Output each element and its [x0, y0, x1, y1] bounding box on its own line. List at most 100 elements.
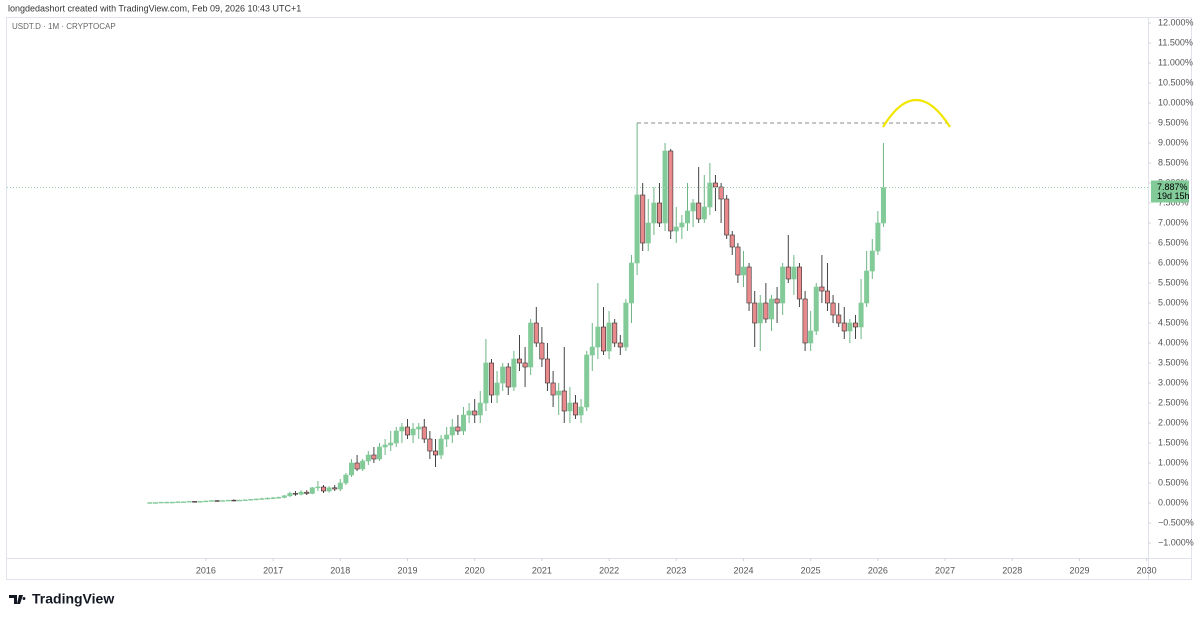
candle-body — [276, 497, 282, 499]
candle-body — [304, 491, 310, 494]
candle-body — [668, 150, 674, 232]
candle — [875, 211, 881, 255]
candle — [460, 407, 466, 435]
candle-body — [225, 499, 231, 502]
candle — [645, 199, 651, 251]
candle — [533, 307, 539, 347]
y-tick-label: 3.000% — [1158, 377, 1189, 387]
x-tick-label: 2027 — [935, 565, 955, 575]
candle — [679, 215, 685, 239]
candle — [416, 423, 422, 439]
candle-body — [690, 202, 696, 212]
candle — [410, 423, 416, 443]
candle — [735, 243, 741, 283]
candle-body — [500, 366, 506, 384]
candle-body — [248, 499, 254, 501]
candle — [169, 501, 175, 504]
candle-body — [270, 497, 276, 499]
candle-body — [511, 358, 517, 388]
candle-body — [768, 298, 774, 320]
candle — [281, 495, 287, 499]
candle — [376, 443, 382, 461]
candle-body — [203, 500, 209, 503]
candle — [791, 255, 797, 295]
candle — [852, 315, 858, 339]
candle-body — [477, 402, 483, 416]
candle-body — [449, 426, 455, 436]
arc-drawing — [882, 99, 951, 128]
x-tick-label: 2020 — [465, 565, 485, 575]
candle-body — [181, 501, 187, 503]
candle — [824, 263, 830, 311]
candle-body — [360, 460, 366, 470]
candle — [181, 501, 187, 503]
candle-body — [528, 322, 534, 368]
candle-body — [696, 202, 702, 220]
candle — [589, 323, 595, 371]
candle-body — [589, 346, 595, 356]
candle-body — [584, 354, 590, 408]
candle-body — [880, 187, 886, 224]
plot-area — [147, 122, 948, 504]
candle — [404, 419, 410, 439]
candle-body — [410, 428, 416, 436]
candle — [265, 497, 271, 500]
candle-body — [651, 202, 657, 224]
candle-body — [550, 382, 556, 396]
candle-body — [494, 382, 500, 396]
candle-body — [382, 444, 388, 448]
candle-body — [724, 198, 730, 236]
candle-body — [175, 501, 181, 503]
y-tick-label: 11.000% — [1158, 57, 1193, 67]
candle-body — [852, 322, 858, 328]
candle-body — [421, 426, 427, 440]
candle — [707, 163, 713, 215]
candle — [488, 359, 494, 403]
candle-body — [433, 450, 439, 456]
candle-body — [169, 501, 175, 504]
candle-body — [214, 500, 220, 502]
y-tick-label: 3.500% — [1158, 357, 1189, 367]
candle-body — [707, 182, 713, 208]
candle — [192, 501, 198, 503]
candle-body — [517, 358, 523, 364]
y-tick-label: 10.000% — [1158, 97, 1194, 107]
candle — [662, 143, 668, 231]
candle — [433, 439, 439, 467]
candle-body — [455, 426, 461, 432]
candle-body — [617, 342, 623, 348]
y-tick-label: −0.500% — [1158, 517, 1194, 527]
candle — [309, 487, 315, 495]
candle-body — [231, 499, 237, 502]
candle-body — [315, 486, 321, 489]
candle — [668, 149, 674, 239]
candle — [841, 307, 847, 339]
candle-body — [472, 410, 478, 416]
candle — [640, 183, 646, 251]
candle-body — [628, 262, 634, 304]
candle — [724, 195, 730, 239]
candle-body — [393, 430, 399, 444]
candle-body — [864, 270, 870, 304]
last-price-box — [1151, 180, 1189, 203]
candle — [774, 287, 780, 323]
candle — [242, 499, 248, 501]
candle-body — [875, 222, 881, 252]
candle-body — [774, 298, 780, 304]
candle-body — [533, 322, 539, 344]
candle — [595, 283, 601, 359]
y-tick-label: 4.500% — [1158, 317, 1189, 327]
candle-body — [858, 302, 864, 328]
candle — [449, 419, 455, 443]
candle — [477, 391, 483, 423]
candle — [584, 351, 590, 411]
candle — [517, 335, 523, 371]
candle — [511, 351, 517, 391]
candle-body — [388, 442, 394, 446]
candle-body — [399, 426, 405, 432]
x-tick-label: 2024 — [733, 565, 753, 575]
candle — [320, 485, 326, 493]
candle — [259, 497, 265, 500]
candle-body — [735, 246, 741, 276]
